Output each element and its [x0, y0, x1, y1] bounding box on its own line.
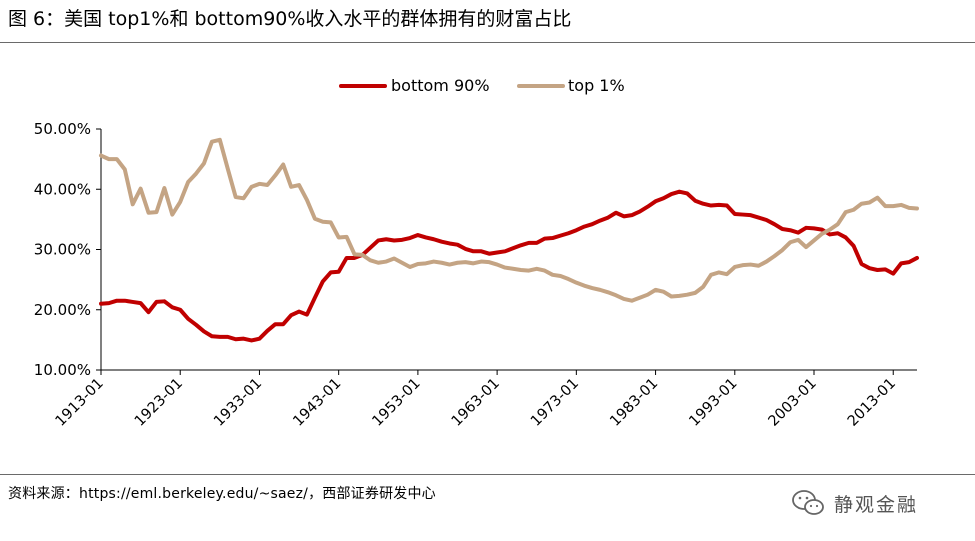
x-tick-label: 1993-01 — [686, 376, 740, 430]
x-tick-label: 1983-01 — [607, 376, 661, 430]
y-tick-label: 30.00% — [34, 241, 91, 259]
x-tick-label: 1943-01 — [290, 376, 344, 430]
y-tick-label: 40.00% — [34, 180, 91, 198]
figure-title: 图 6：美国 top1%和 bottom90%收入水平的群体拥有的财富占比 — [8, 8, 572, 30]
legend: bottom 90% top 1% — [339, 76, 625, 95]
x-tick-label: 1933-01 — [211, 376, 265, 430]
line-chart: bottom 90% top 1% 10.00% 20.00% 30.00% 40.00… — [34, 76, 919, 430]
y-tick-label: 50.00% — [34, 120, 91, 138]
chat-bubble-icon — [792, 490, 824, 515]
y-axis: 10.00% 20.00% 30.00% 40.00% 50.00% — [34, 120, 102, 379]
legend-label-top-1: top 1% — [568, 76, 625, 95]
watermark: 静观金融 — [790, 485, 918, 521]
source-note: 资料来源：https://eml.berkeley.edu/~saez/，西部证… — [8, 486, 436, 502]
series-line-top-1 — [99, 137, 919, 303]
x-axis: 1913-01 1923-01 1933-01 1943-01 1953-01 1963-… — [53, 369, 917, 430]
x-tick-label: 1953-01 — [370, 376, 424, 430]
x-tick-label: 2003-01 — [766, 376, 820, 430]
y-tick-label: 10.00% — [34, 361, 91, 379]
top-rule — [0, 42, 975, 43]
watermark-text: 静观金融 — [834, 493, 919, 516]
x-tick-label: 1923-01 — [132, 376, 186, 430]
legend-label-bottom-90: bottom 90% — [391, 76, 490, 95]
series-lines — [99, 137, 919, 343]
bottom-rule — [0, 474, 975, 475]
y-tick-label: 20.00% — [34, 301, 91, 319]
x-tick-label: 1973-01 — [528, 376, 582, 430]
series-line-bottom-90 — [99, 189, 919, 343]
x-tick-label: 1963-01 — [449, 376, 503, 430]
x-tick-label: 1913-01 — [53, 376, 107, 430]
x-tick-label: 2013-01 — [845, 376, 899, 430]
